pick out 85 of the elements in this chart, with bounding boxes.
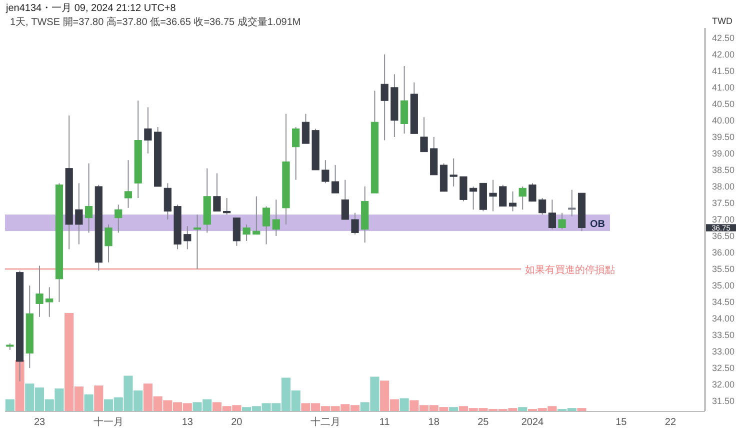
x-tick-label: 2024 [521, 417, 544, 428]
x-tick-label: 25 [478, 417, 490, 428]
candlestick [104, 224, 112, 263]
y-tick-label: 35.50 [712, 264, 735, 274]
candlestick [242, 224, 250, 242]
candlestick [144, 106, 152, 154]
chart-title: jen4134・一月 09, 2024 21:12 UTC+8 [5, 3, 176, 14]
candlestick [518, 186, 526, 210]
candlestick [380, 54, 388, 141]
x-tick-label: 13 [182, 417, 194, 428]
y-tick-label: 37.50 [712, 198, 735, 208]
x-tick-label: 23 [34, 417, 46, 428]
y-tick-label: 38.50 [712, 164, 735, 175]
candlestick [262, 206, 270, 245]
y-tick-label: 40.00 [712, 115, 735, 126]
y-axis-title: TWD [712, 16, 733, 26]
y-tick-label: 38.00 [712, 181, 735, 192]
y-tick-label: 42.00 [712, 49, 735, 60]
candlestick [75, 182, 83, 245]
y-tick-label: 33.50 [712, 330, 735, 340]
y-tick-label: 34.00 [712, 314, 735, 324]
candlestick [184, 226, 192, 250]
candlestick [193, 214, 202, 270]
x-tick-label: 20 [231, 417, 243, 428]
candlestick [538, 198, 546, 216]
y-tick-label: 40.50 [712, 98, 735, 109]
y-tick-label: 37.00 [712, 214, 735, 224]
y-tick-label: 35.00 [712, 280, 735, 291]
y-tick-label: 32.50 [712, 363, 735, 374]
y-tick-label: 42.50 [712, 32, 735, 43]
x-tick-label: 18 [428, 417, 440, 428]
y-tick-label: 31.50 [712, 396, 735, 406]
candlestick [252, 196, 260, 235]
candlestick [164, 182, 172, 220]
bar [5, 399, 14, 411]
bar [84, 394, 94, 411]
candlestick [548, 199, 556, 230]
candlestick [558, 212, 566, 230]
y-tick-label: 32.00 [712, 380, 735, 390]
candlestick [460, 176, 468, 202]
chart-subtitle: 1天, TWSE 開=37.80 高=37.80 低=36.65 收=36.75 成交量1.091M [10, 16, 301, 28]
y-tick-label: 39.50 [712, 132, 735, 142]
candlestick [85, 162, 93, 234]
candlestick [213, 172, 221, 212]
candlestick [341, 179, 349, 220]
candlestick [568, 189, 576, 217]
candlestick [36, 265, 44, 318]
candlestick [302, 113, 310, 144]
bar [518, 407, 528, 411]
band-label: OB [590, 218, 605, 230]
x-tick-label: 十二月 [310, 416, 340, 428]
candlestick [223, 198, 231, 216]
candlestick [232, 217, 240, 246]
bar [577, 408, 586, 411]
y-tick-label: 36.00 [712, 248, 735, 258]
y-tick-label: 41.50 [712, 66, 735, 76]
x-tick-label: 22 [664, 417, 676, 428]
candlestick [420, 116, 428, 152]
candlestick [450, 158, 458, 187]
candlestick [470, 186, 478, 210]
candlestick [124, 160, 132, 208]
candlestick [46, 286, 54, 318]
candlestick [322, 160, 330, 184]
x-tick-label: 11 [379, 417, 390, 428]
candlestick [508, 190, 517, 212]
candlestick [292, 126, 300, 180]
candlestick [114, 204, 122, 234]
candlestick [528, 182, 536, 202]
candlestick [489, 179, 497, 212]
candlestick [272, 199, 280, 237]
candlestick [400, 65, 408, 134]
x-tick-label: 十一月 [94, 416, 124, 428]
bar [449, 407, 458, 411]
y-tick-label: 36.50 [712, 231, 735, 242]
x-tick-label: 15 [616, 417, 628, 428]
candlestick [331, 164, 340, 194]
bar [400, 398, 409, 411]
bar [94, 386, 104, 411]
ref-line-label: 如果有買進的停損點 [525, 264, 615, 276]
y-tick-label: 39.00 [712, 148, 735, 158]
y-tick-label: 33.00 [712, 346, 735, 357]
y-tick-label: 34.50 [712, 297, 735, 308]
y-tick-label: 41.00 [712, 82, 735, 92]
candlestick [351, 212, 359, 235]
candlestick [499, 184, 507, 207]
